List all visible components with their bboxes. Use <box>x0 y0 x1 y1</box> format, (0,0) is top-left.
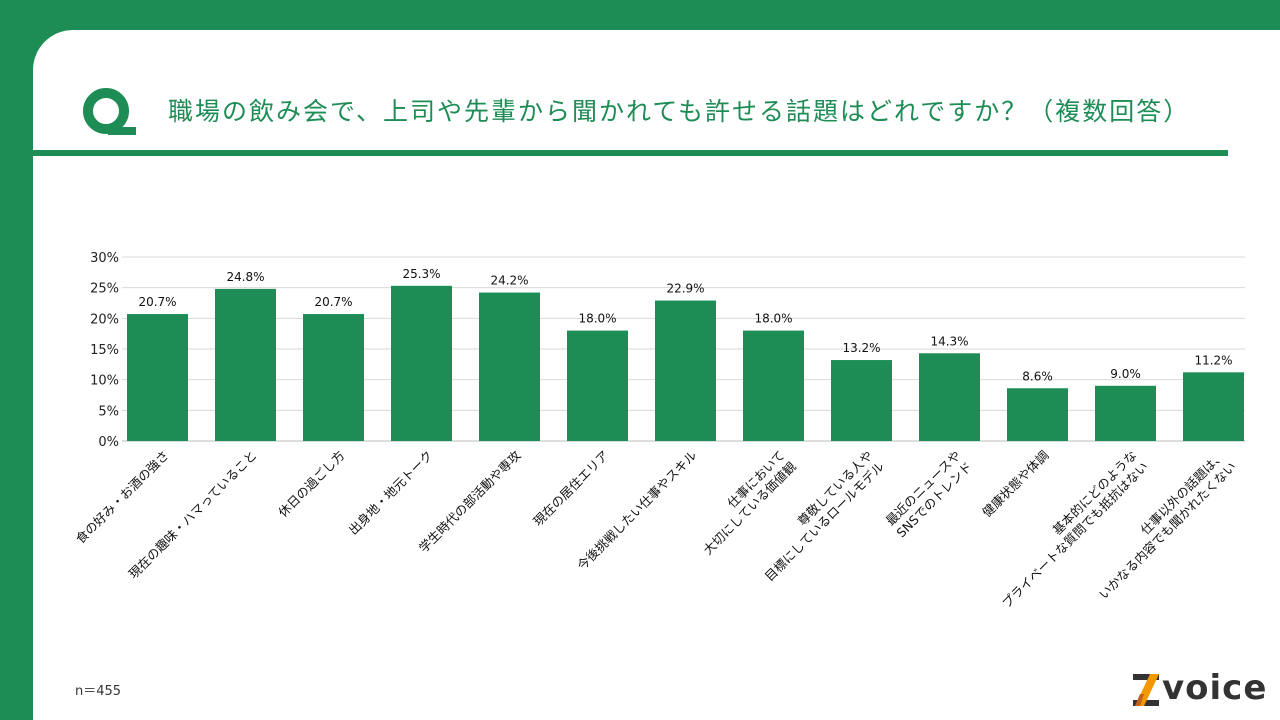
y-tick-label: 10% <box>90 374 119 389</box>
logo-text: voice <box>1162 668 1268 708</box>
bar <box>391 285 452 441</box>
title-divider <box>33 150 1228 156</box>
data-label: 18.0% <box>754 312 792 326</box>
x-category-label: 食の好み・お酒の強さ <box>73 448 172 547</box>
data-label: 24.2% <box>490 274 528 288</box>
bar <box>127 314 188 441</box>
data-label: 14.3% <box>930 334 968 348</box>
y-tick-label: 20% <box>90 312 119 327</box>
bar <box>1095 385 1156 441</box>
data-label: 13.2% <box>842 341 880 355</box>
y-tick-label: 15% <box>90 343 119 358</box>
bar <box>303 314 364 441</box>
y-tick-label: 25% <box>90 282 119 297</box>
x-category-label: 休日の過ごし方 <box>275 448 347 520</box>
bar <box>655 300 716 441</box>
data-label: 11.2% <box>1194 353 1232 367</box>
x-category-label: 最近のニュースやSNSでのトレンド <box>882 448 975 541</box>
y-tick-label: 5% <box>98 404 119 419</box>
data-label: 8.6% <box>1022 369 1053 383</box>
data-label: 25.3% <box>402 267 440 281</box>
y-tick-label: 0% <box>98 435 119 450</box>
bar <box>919 353 980 441</box>
data-label: 20.7% <box>138 295 176 309</box>
bar <box>479 292 540 441</box>
bar <box>1183 372 1244 441</box>
bar <box>567 330 628 441</box>
data-label: 22.9% <box>666 282 704 296</box>
x-category-label: 健康状態や体調 <box>979 448 1051 520</box>
y-tick-label: 30% <box>90 251 119 266</box>
data-label: 18.0% <box>578 312 616 326</box>
zvoice-logo-icon <box>1133 674 1159 706</box>
q-icon <box>83 88 136 135</box>
x-category-label: 出身地・地元トーク <box>345 448 435 538</box>
x-category-label: 学生時代の部活動や専攻 <box>416 447 524 555</box>
x-category-label: 基本的にどのようなプライベートな質問でも抵抗はない <box>988 448 1151 611</box>
bar <box>215 288 276 441</box>
x-category-label: 現在の居住エリア <box>530 448 611 529</box>
page-title: 職場の飲み会で、上司や先輩から聞かれても許せる話題はどれですか？（複数回答） <box>168 97 1191 126</box>
sample-size-note: n＝455 <box>75 684 122 699</box>
x-category-label: 仕事において大切にしている価値観 <box>689 447 799 557</box>
data-label: 9.0% <box>1110 367 1141 381</box>
data-label: 20.7% <box>314 295 352 309</box>
bar <box>831 360 892 441</box>
bar <box>1007 388 1068 441</box>
bar <box>743 330 804 441</box>
data-label: 24.8% <box>226 270 264 284</box>
